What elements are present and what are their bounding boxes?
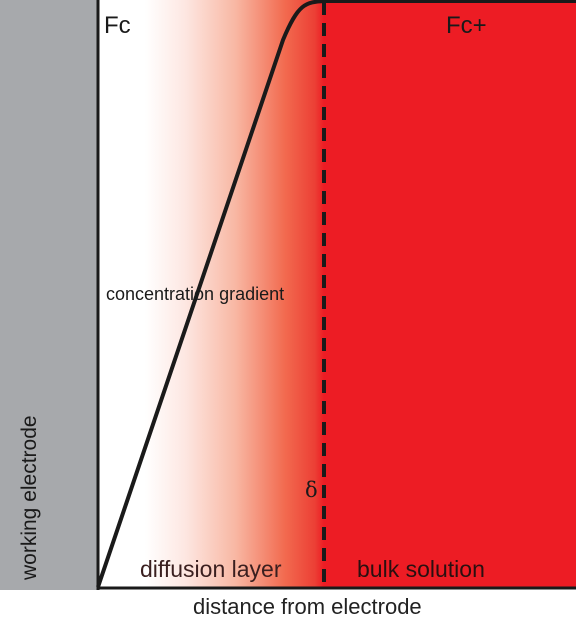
concentration-profile-line — [96, 0, 576, 588]
diffusion-layer-label: diffusion layer — [140, 556, 282, 582]
fc-plus-label: Fc+ — [446, 12, 487, 39]
delta-label: δ — [305, 478, 318, 502]
concentration-gradient-label: concentration gradient — [106, 284, 285, 304]
x-axis-label: distance from electrode — [193, 594, 422, 619]
bulk-solution-label: bulk solution — [357, 556, 485, 582]
working-electrode-region — [0, 0, 98, 590]
solution-region — [100, 0, 576, 588]
working-electrode-label: working electrode — [18, 415, 41, 580]
fc-label: Fc — [104, 12, 131, 39]
